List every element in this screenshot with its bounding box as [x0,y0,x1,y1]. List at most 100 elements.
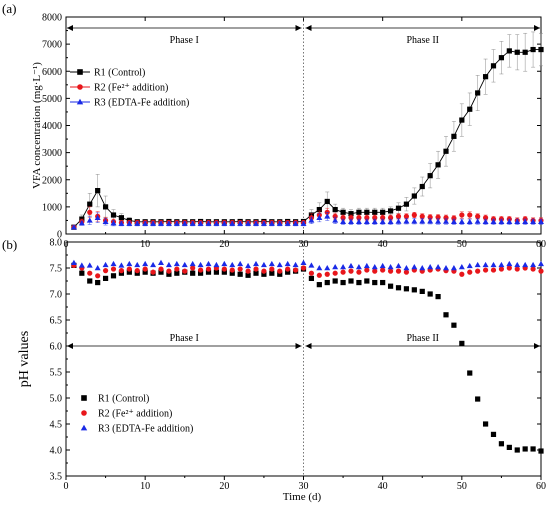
data-point [467,370,473,376]
data-point [126,269,132,275]
data-point [498,218,505,225]
data-point [237,266,243,272]
data-point [482,421,489,427]
data-point [300,259,307,266]
y-tick-label: 0 [57,230,62,241]
data-point [371,218,378,225]
data-point [324,213,331,219]
data-point [237,260,244,267]
data-point [355,218,362,225]
y-tick-label: 2000 [42,175,62,186]
x-tick-label: 20 [219,239,229,250]
phase-arrow-head [295,343,302,349]
x-tick-label: 20 [219,481,229,492]
data-point [538,268,544,274]
y-tick-label: 4.5 [50,420,63,431]
y-tick-label: 3000 [42,148,62,159]
data-point [182,268,188,274]
data-point [451,215,457,221]
data-point [229,261,236,268]
data-point [253,220,259,226]
y-tick-label: 5.5 [50,368,63,379]
data-point [253,266,259,272]
data-point [95,188,101,194]
data-point [134,220,141,226]
data-point [158,266,164,272]
data-point [205,269,212,275]
data-point [332,217,339,223]
data-point [221,269,227,275]
data-point [514,49,520,55]
data-point [79,270,85,276]
data-point [142,220,149,226]
data-point [197,261,204,268]
phase-arrow-head [67,343,73,349]
data-point [205,260,212,267]
phase-arrow-head [295,25,302,31]
data-point [324,279,330,286]
data-point [95,273,101,279]
phase-label: Phase II [407,35,440,46]
data-point [150,220,157,226]
data-point [245,268,251,274]
phase-arrow-head [305,343,312,349]
data-point [458,218,465,225]
series-3 [70,259,544,271]
data-point [482,74,489,80]
data-point [514,261,521,268]
data-point [102,261,109,268]
data-point [427,173,433,179]
data-point [260,261,267,268]
data-point [102,218,109,225]
data-point [277,271,283,277]
data-point [459,117,465,123]
x-tick-label: 10 [140,239,150,250]
data-point [490,267,497,273]
data-point [530,261,537,268]
data-point [181,261,188,268]
data-point [229,220,236,226]
data-point [181,220,188,226]
data-point [102,275,109,281]
data-point [94,265,101,271]
data-point [324,198,330,205]
data-point [466,218,473,225]
data-point [332,263,339,270]
legend-marker [76,98,84,105]
data-point [332,206,338,213]
data-point [514,447,520,453]
data-point [110,260,117,267]
data-point [356,269,362,275]
x-tick-label: 40 [378,239,388,250]
data-point [419,288,425,294]
data-point [245,262,252,269]
data-point [229,267,235,273]
data-point [411,263,418,270]
data-point [538,260,544,267]
data-point [490,431,497,437]
data-point [490,261,497,268]
legend-label: R1 (Control) [98,394,149,405]
data-point [324,265,331,271]
data-point [190,270,196,276]
series-2 [71,262,544,279]
data-point [459,271,465,277]
x-tick-label: 50 [457,239,467,250]
y-tick-label: 7000 [42,40,62,51]
data-point [530,46,536,53]
data-point [190,265,196,271]
phase-arrow-head [534,343,540,349]
data-point [78,262,85,268]
data-point [443,218,449,224]
data-point [387,268,394,274]
y-tick-label: 4.0 [50,446,63,457]
data-point [126,260,133,267]
phase-arrow-head [534,25,540,31]
data-point [276,261,283,268]
data-point [506,260,513,267]
data-point [78,220,85,226]
data-point [87,201,93,207]
x-tick-label: 60 [536,481,546,492]
data-point [292,267,299,273]
y-axis-title: pH values [17,331,32,387]
